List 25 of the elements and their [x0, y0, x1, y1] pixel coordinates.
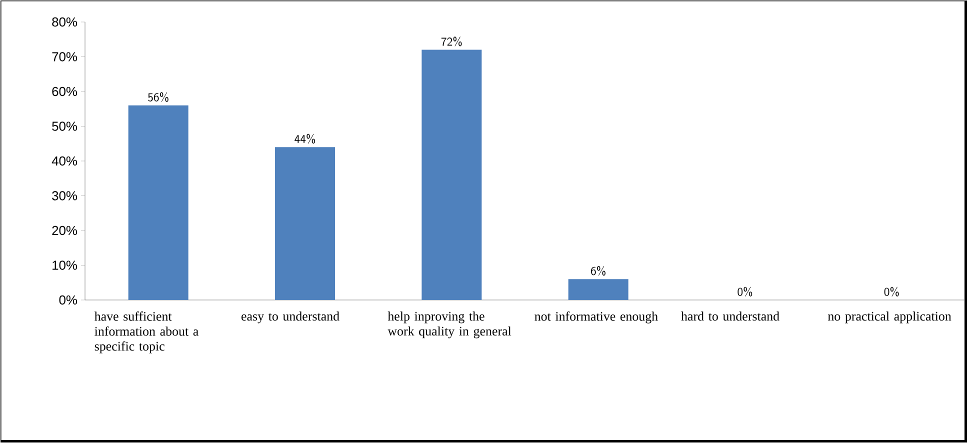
bar: [422, 50, 482, 300]
y-tick-label: 40%: [52, 156, 78, 166]
x-tick-label: hard to understand: [681, 312, 780, 321]
y-tick-label: 60%: [52, 86, 78, 96]
x-tick-label: no practical application: [828, 312, 952, 324]
bar: [275, 147, 336, 300]
x-tick-label: not informative enough: [534, 312, 658, 324]
data-label: 44%: [294, 134, 316, 144]
x-tick-label: help inproving the work quality in general: [388, 312, 512, 338]
x-tick-label: have sufficient information about a specific topic: [94, 312, 198, 354]
data-label: 56%: [148, 92, 168, 102]
data-label: 6%: [591, 266, 606, 276]
y-tick-label: 0%: [59, 295, 78, 305]
bar: [128, 105, 188, 300]
y-tick-label: 20%: [52, 226, 78, 236]
data-label: 0%: [884, 286, 899, 296]
y-tick-label: 50%: [52, 122, 78, 131]
bar: [568, 279, 628, 300]
y-tick-label: 30%: [52, 191, 78, 200]
y-tick-label: 80%: [52, 17, 78, 27]
y-tick-label: 10%: [52, 260, 78, 270]
y-tick-label: 70%: [52, 52, 78, 62]
data-label: 72%: [441, 36, 462, 46]
data-label: 0%: [738, 286, 752, 296]
x-tick-label: easy to understand: [242, 312, 340, 324]
